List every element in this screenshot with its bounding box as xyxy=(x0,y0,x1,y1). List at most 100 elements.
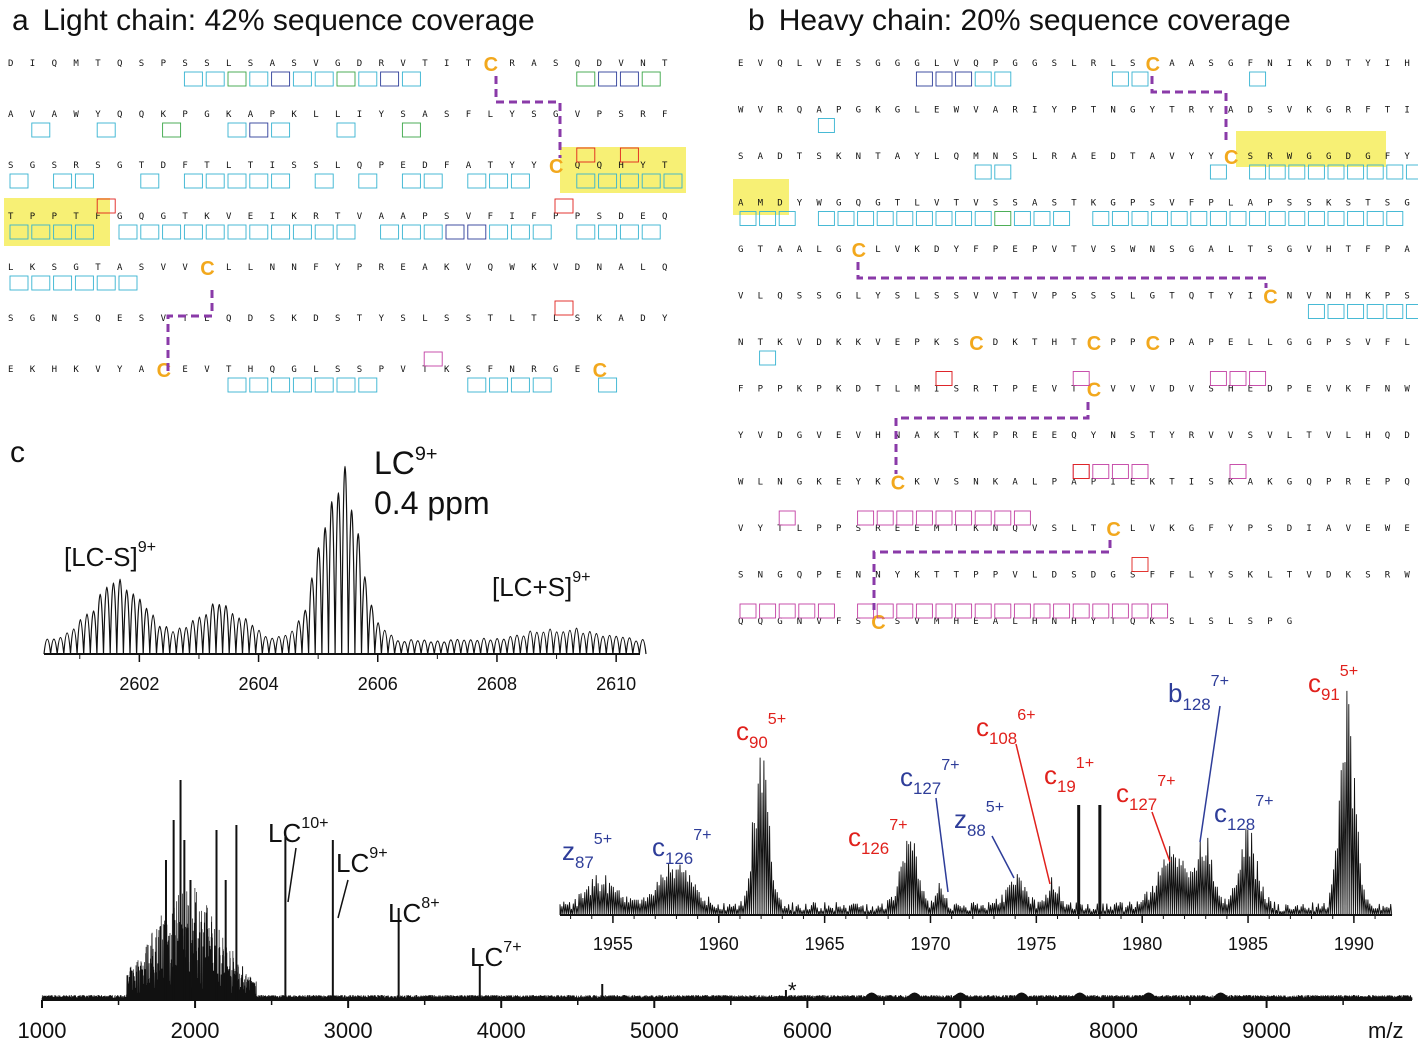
panel-a-residue: V xyxy=(226,212,232,222)
panel-b-residue: S xyxy=(954,292,959,302)
panel-b-residue: D xyxy=(1248,106,1253,116)
panel-a-fragment-box xyxy=(401,71,421,87)
panel-b-residue: S xyxy=(738,152,743,162)
panel-b-cysteine: C xyxy=(969,333,983,355)
panel-b-fragment-box xyxy=(837,211,855,226)
panel-b-residue: L xyxy=(914,199,919,209)
panel-b-residue: R xyxy=(1012,106,1018,116)
panel-a-residue: V xyxy=(466,212,472,222)
panel-b-fragment-box xyxy=(1013,211,1031,226)
panel-b-residue: S xyxy=(1208,478,1213,488)
main-x-tick-label: 1000 xyxy=(18,1018,67,1043)
panel-b-residue: S xyxy=(1130,431,1135,441)
panel-a-residue: T xyxy=(73,212,79,222)
panel-b-fragment-box xyxy=(1092,603,1110,619)
panel-b-residue: N xyxy=(1326,292,1331,302)
panel-b-residue: D xyxy=(1110,152,1115,162)
panel-b-residue: N xyxy=(1110,106,1115,116)
panel-a-residue: P xyxy=(422,212,428,222)
panel-a-residue: K xyxy=(30,365,36,375)
panel-b-residue: L xyxy=(1130,292,1135,302)
panel-b-residue: V xyxy=(816,59,822,69)
panel-b-residue: V xyxy=(1326,431,1332,441)
panel-b-residue: S xyxy=(1012,152,1017,162)
panel-b-residue: S xyxy=(1267,106,1272,116)
main-spectrum-envelope xyxy=(1212,992,1230,1001)
panel-b-residue: M xyxy=(973,152,979,162)
panel-b-residue: D xyxy=(816,338,821,348)
panel-b-residue: V xyxy=(1130,385,1136,395)
panel-b-residue: E xyxy=(836,59,841,69)
panel-b-residue: R xyxy=(1189,431,1195,441)
panel-b-residue: A xyxy=(1326,524,1332,534)
panel-b-residue: Y xyxy=(758,524,764,534)
panel-a-residue: D xyxy=(618,212,623,222)
inset-x-tick-label: 2602 xyxy=(119,674,159,694)
panel-b-disulfide xyxy=(894,402,1090,474)
panel-a-residue: E xyxy=(400,263,405,273)
panel-b-residue: K xyxy=(973,431,979,441)
panel-b-residue: E xyxy=(1365,524,1370,534)
panel-a-fragment-box xyxy=(31,275,51,291)
panel-a-residue: K xyxy=(226,110,232,120)
panel-b-fragment-box xyxy=(1111,211,1129,226)
panel-b-cysteine: C xyxy=(1106,519,1120,541)
panel-b-residue: D xyxy=(1326,571,1331,581)
panel-a-residue: S xyxy=(204,59,209,69)
panel-a-fragment-box xyxy=(74,173,94,189)
panel-a-fragment-box xyxy=(227,377,247,393)
panel-b-residue: H xyxy=(875,431,880,441)
panel-b-residue: E xyxy=(973,617,978,627)
panel-b-residue: L xyxy=(1071,59,1076,69)
panel-a-fragment-box xyxy=(380,71,400,87)
panel-b-residue: G xyxy=(1110,199,1115,209)
zoom-x-tick-label: 1965 xyxy=(805,934,845,954)
panel-a-residue: P xyxy=(182,110,188,120)
panel-b-residue: V xyxy=(1052,245,1058,255)
panel-b-fragment-box xyxy=(739,211,757,226)
panel-a-residue: L xyxy=(509,314,514,324)
inset-x-tick-label: 2606 xyxy=(358,674,398,694)
panel-a-fragment-box xyxy=(554,198,574,214)
zoom-peak-label: c1277+ xyxy=(1116,772,1176,814)
panel-a-fragment-box xyxy=(205,71,225,87)
panel-b-residue: T xyxy=(1306,431,1312,441)
panel-b-residue: L xyxy=(1287,431,1292,441)
panel-a-fragment-box xyxy=(510,377,530,393)
panel-a-residue: A xyxy=(8,110,14,120)
panel-a-residue: N xyxy=(291,263,296,273)
panel-a-residue: S xyxy=(618,110,623,120)
panel-a-residue: T xyxy=(139,161,145,171)
panel-b-residue: E xyxy=(836,478,841,488)
main-spectrum-trace xyxy=(41,887,1413,1001)
panel-b-fragment-box xyxy=(778,211,796,226)
panel-a-residue: R xyxy=(509,59,515,69)
panel-a-letter: a xyxy=(12,4,29,37)
panel-b-residue: S xyxy=(1248,431,1253,441)
panel-a-residue: S xyxy=(291,161,296,171)
panel-b-residue: N xyxy=(1150,245,1155,255)
panel-b-residue: I xyxy=(1110,478,1115,488)
panel-a-residue: D xyxy=(597,59,602,69)
panel-b-highlight xyxy=(1236,131,1386,167)
panel-b-residue: N xyxy=(895,431,900,441)
panel-b-residue: R xyxy=(1189,106,1195,116)
panel-a-residue: D xyxy=(313,314,318,324)
panel-a-cysteine: C xyxy=(549,156,563,178)
main-x-tick-label: 7000 xyxy=(936,1018,985,1043)
panel-a-residue: E xyxy=(400,161,405,171)
main-x-unit: m/z xyxy=(1368,1018,1403,1043)
panel-b-residue: A xyxy=(1169,59,1175,69)
panel-b-residue: W xyxy=(1404,385,1410,395)
panel-b-residue: L xyxy=(758,292,763,302)
panel-b-residue: T xyxy=(1385,106,1391,116)
panel-b-residue: N xyxy=(993,152,998,162)
panel-b-residue: L xyxy=(1267,338,1272,348)
panel-b-fragment-box xyxy=(1190,211,1208,226)
panel-b-residue: A xyxy=(1150,152,1156,162)
panel-a-residue: S xyxy=(335,314,340,324)
panel-a-fragment-box xyxy=(358,71,378,87)
panel-b-fragment-box xyxy=(1111,71,1129,87)
panel-b-residue: Q xyxy=(1189,292,1194,302)
panel-b-residue: L xyxy=(914,106,919,116)
